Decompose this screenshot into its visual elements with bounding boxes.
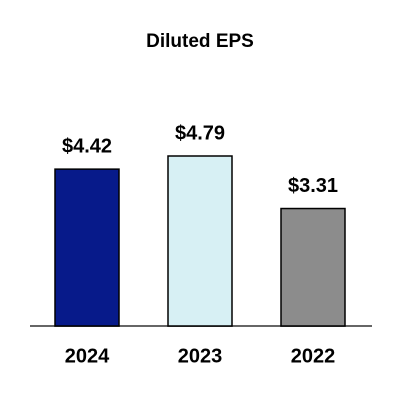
value-label: $4.42 [62,135,112,157]
chart-title: Diluted EPS [146,31,254,52]
bar [167,155,233,327]
bar [54,168,120,327]
x-tick-label: 2022 [291,345,336,367]
value-label: $4.79 [175,122,225,144]
bar [280,207,346,327]
value-label: $3.31 [288,175,338,197]
x-tick-label: 2023 [178,345,223,367]
x-tick-label: 2024 [65,345,110,367]
